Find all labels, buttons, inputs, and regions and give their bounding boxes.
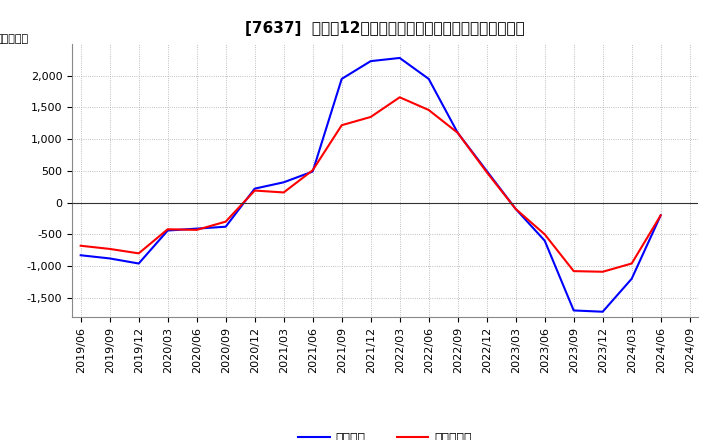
当期純利益 (338, 123, 346, 128)
当期純利益 (570, 268, 578, 274)
当期純利益 (598, 269, 607, 275)
経常利益 (598, 309, 607, 314)
経常利益 (192, 226, 201, 231)
経常利益 (135, 261, 143, 266)
経常利益 (482, 168, 491, 173)
経常利益 (221, 224, 230, 229)
Title: [7637]  利益だ12か月移動合計の対前年同期増減額の推移: [7637] 利益だ12か月移動合計の対前年同期増減額の推移 (246, 21, 525, 36)
経常利益 (251, 186, 259, 191)
当期純利益 (366, 114, 375, 120)
経常利益 (76, 253, 85, 258)
経常利益 (279, 180, 288, 185)
当期純利益 (192, 227, 201, 232)
Legend: 経常利益, 当期純利益: 経常利益, 当期純利益 (293, 427, 477, 440)
当期純利益 (221, 219, 230, 224)
Line: 経常利益: 経常利益 (81, 58, 661, 312)
経常利益 (163, 228, 172, 233)
経常利益 (105, 256, 114, 261)
当期純利益 (424, 107, 433, 113)
当期純利益 (308, 168, 317, 173)
当期純利益 (454, 130, 462, 136)
経常利益 (627, 276, 636, 281)
当期純利益 (657, 213, 665, 218)
当期純利益 (395, 95, 404, 100)
当期純利益 (541, 232, 549, 237)
Y-axis label: （百万円）: （百万円） (0, 33, 28, 44)
経常利益 (657, 213, 665, 218)
経常利益 (570, 308, 578, 313)
経常利益 (338, 76, 346, 81)
経常利益 (454, 130, 462, 136)
当期純利益 (163, 227, 172, 232)
当期純利益 (511, 206, 520, 212)
当期純利益 (76, 243, 85, 249)
当期純利益 (135, 251, 143, 256)
当期純利益 (627, 261, 636, 266)
当期純利益 (482, 169, 491, 175)
Line: 当期純利益: 当期純利益 (81, 97, 661, 272)
経常利益 (511, 206, 520, 212)
経常利益 (366, 59, 375, 64)
当期純利益 (251, 188, 259, 193)
当期純利益 (105, 246, 114, 252)
経常利益 (395, 55, 404, 61)
経常利益 (541, 238, 549, 243)
当期純利益 (279, 190, 288, 195)
経常利益 (308, 169, 317, 174)
経常利益 (424, 76, 433, 81)
